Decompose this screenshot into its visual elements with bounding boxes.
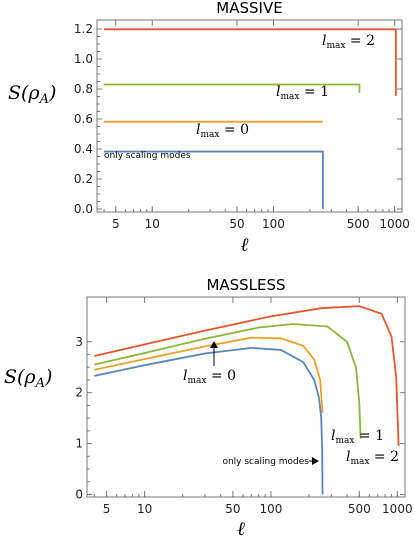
- massive-chart-ytick-label: 0.4: [74, 142, 93, 156]
- massless-chart: MASSLESS 0 1 2 3 5 10 50 100 500 1000 S(ρA) ℓ lmax = …: [4, 276, 413, 540]
- massless-chart-ytick-label: 3: [75, 335, 83, 349]
- massive-chart-ytick-label: 0.8: [74, 82, 93, 96]
- massless-chart-xtick-label: 100: [260, 502, 283, 516]
- massive-chart-annotation-l2: lmax = 2: [322, 33, 375, 51]
- massless-chart-xtick-label: 5: [103, 502, 111, 516]
- massless-chart-series-l0: [94, 336, 324, 414]
- massless-chart-ytick-label: 2: [75, 386, 83, 400]
- massive-chart-xtick-label: 100: [262, 217, 285, 231]
- massless-chart-xlabel: ℓ: [237, 518, 245, 540]
- massive-chart-xtick-label: 50: [229, 217, 244, 231]
- massive-chart-frame: [96, 19, 403, 213]
- massive-chart-xtick-label: 500: [347, 217, 370, 231]
- massive-chart-ytick-label: 0.0: [74, 202, 93, 216]
- massive-chart-ytick-label: 0.2: [74, 172, 93, 186]
- massive-chart-annotation-l1: lmax = 1: [276, 84, 329, 102]
- massless-chart-ylabel: S(ρA): [4, 366, 52, 391]
- massive-chart-xtick-label: 10: [145, 217, 160, 231]
- massive-chart-annotation-l0: lmax = 0: [196, 122, 249, 140]
- massive-chart-series-l1: [104, 83, 361, 93]
- massless-chart-frame: [86, 296, 406, 498]
- massless-chart-title: MASSLESS: [206, 276, 285, 294]
- massive-chart-title: MASSIVE: [216, 0, 282, 17]
- massive-chart: MASSIVE 0.0 0.2 0.4 0.6 0.8 1.0 1.2 5 10 50 100 500 1…: [8, 0, 410, 256]
- massive-chart-xtick-label: 1000: [379, 217, 410, 231]
- massless-chart-ytick-label: 1: [75, 437, 83, 451]
- massive-chart-ytick-label: 1.0: [74, 52, 93, 66]
- massless-chart-xtick-label: 10: [137, 502, 152, 516]
- massless-chart-annotation-scaling: only scaling modes: [222, 457, 309, 467]
- massless-chart-xtick-label: 500: [348, 502, 371, 516]
- massive-chart-ylabel: S(ρA): [8, 82, 56, 107]
- massive-chart-ytick-label: 1.2: [74, 22, 93, 36]
- massive-chart-annotation-scaling: only scaling modes: [104, 151, 191, 161]
- massive-chart-series-l2: [104, 28, 397, 96]
- massive-chart-xlabel: ℓ: [241, 234, 249, 256]
- massless-chart-annotation-l1: lmax = 1: [331, 428, 384, 446]
- massless-chart-annotation-l0: lmax = 0: [183, 368, 236, 386]
- massive-chart-xtick-label: 5: [112, 217, 120, 231]
- massive-chart-ytick-label: 0.6: [74, 112, 93, 126]
- massive-chart-series-scaling: [104, 150, 324, 209]
- massless-chart-annotation-l2: lmax = 2: [346, 449, 399, 467]
- massless-chart-xtick-label: 1000: [382, 502, 413, 516]
- massless-chart-series-l2: [94, 305, 400, 447]
- massless-chart-series-scaling: [94, 346, 324, 495]
- massless-chart-ytick-label: 0: [75, 487, 83, 501]
- massless-chart-series-l1: [94, 323, 362, 439]
- massless-chart-xtick-label: 50: [225, 502, 240, 516]
